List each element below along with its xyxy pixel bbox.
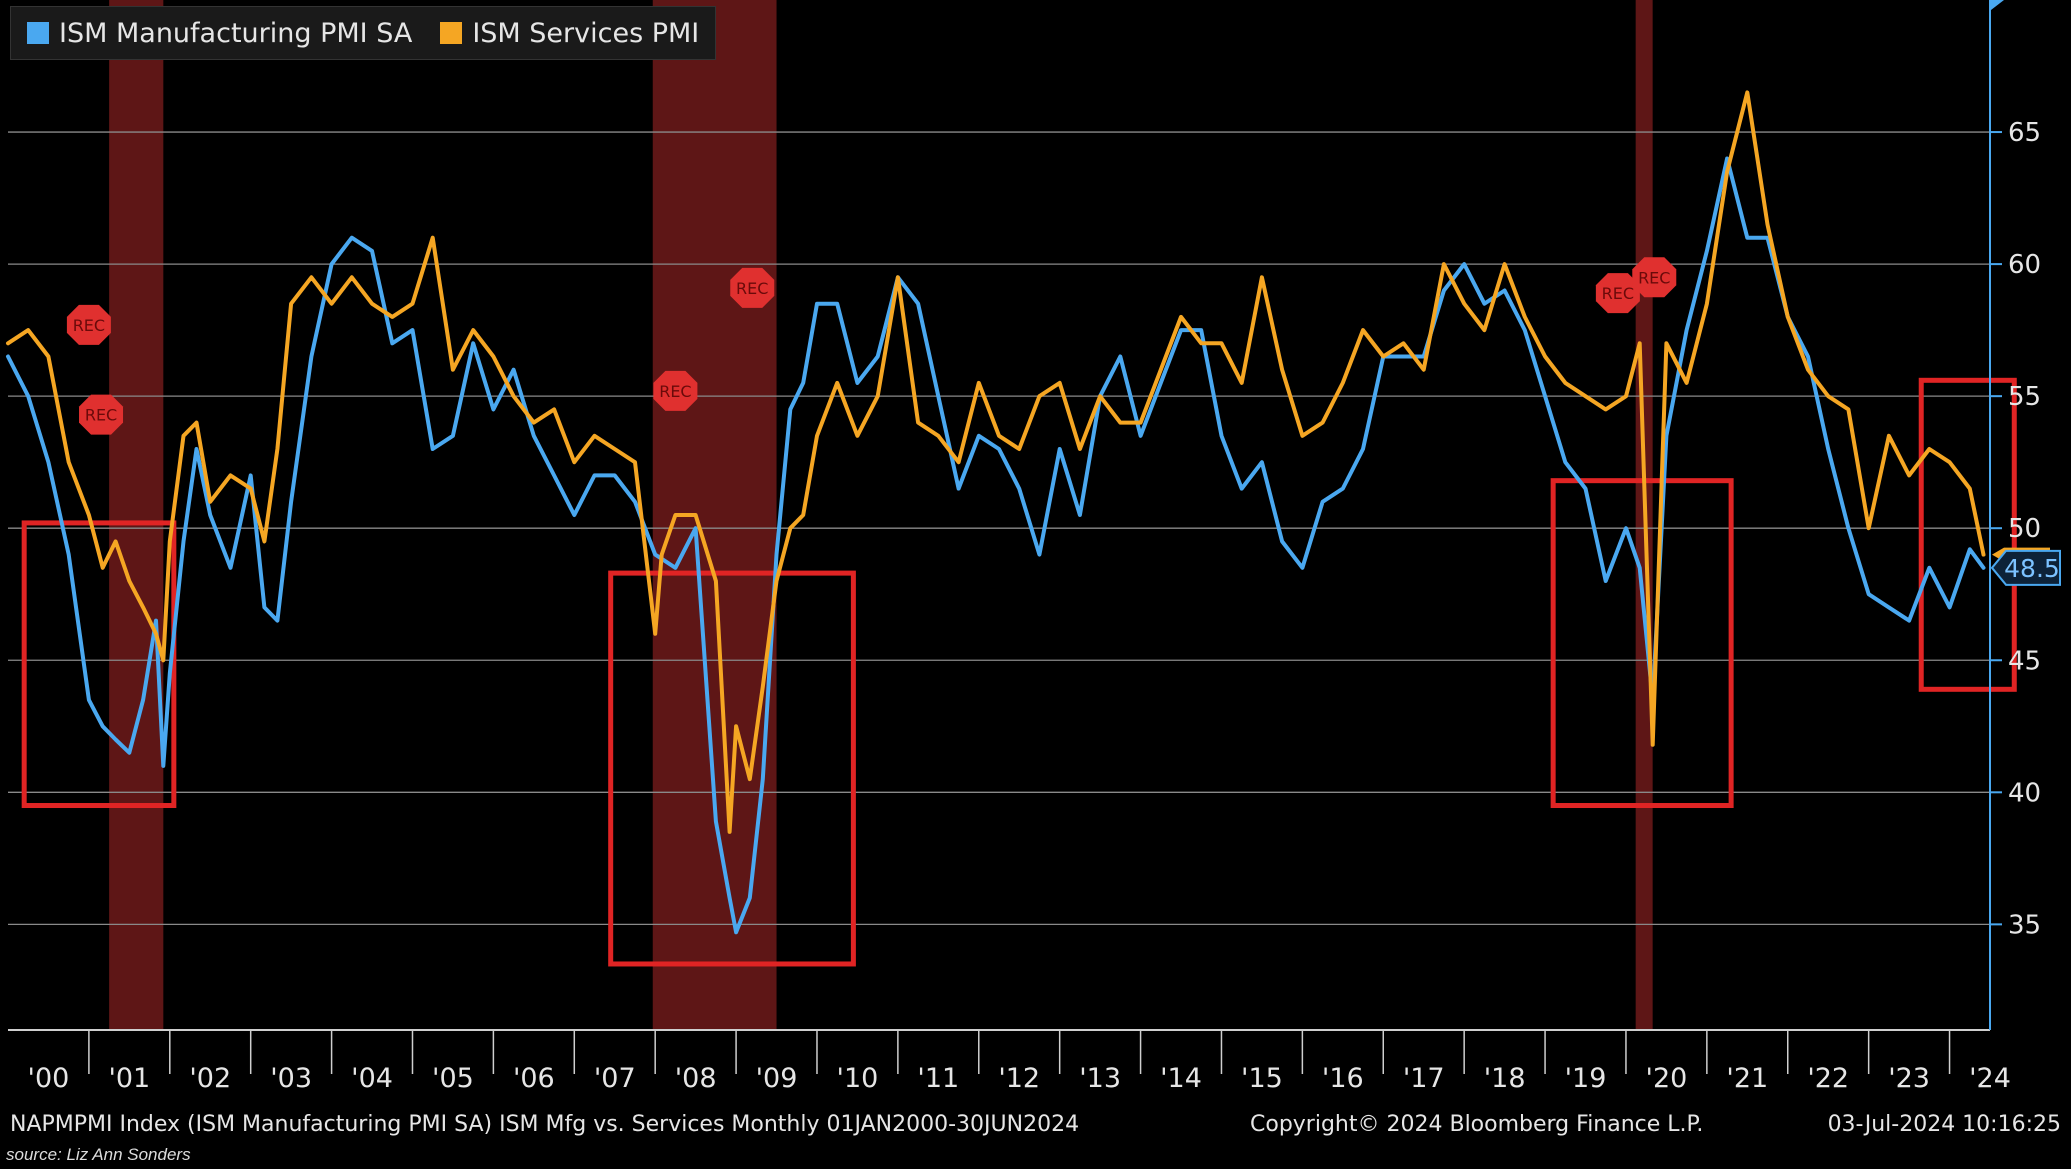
highlight-boxes	[21, 377, 2017, 967]
highlight-box	[608, 570, 856, 967]
x-tick-label: '03	[270, 1063, 312, 1094]
recession-bands	[109, 0, 1653, 1030]
rec-marker-shape	[1595, 273, 1640, 314]
series-line-services	[6, 90, 1986, 834]
rec-marker: REC	[66, 304, 111, 345]
x-tick-label: '04	[351, 1063, 393, 1094]
y-tick-label: 65	[2008, 118, 2041, 148]
rec-marker-label: REC	[1602, 284, 1634, 303]
x-tick-label: '00	[28, 1063, 70, 1094]
recession-band	[109, 0, 164, 1030]
chart-footer: NAPMPMI Index (ISM Manufacturing PMI SA)…	[10, 1112, 2061, 1144]
rec-marker-label: REC	[659, 382, 691, 401]
highlight-box	[1550, 478, 1734, 809]
footer-copyright: Copyright© 2024 Bloomberg Finance L.P.	[1250, 1112, 1704, 1137]
x-tick-label: '20	[1646, 1063, 1688, 1094]
last-value-marker-manufacturing	[1990, 549, 2061, 586]
x-tick-label: '13	[1079, 1063, 1121, 1094]
y-tick-label: 35	[2008, 910, 2041, 940]
recession-band	[652, 0, 777, 1030]
rec-marker-shape	[66, 304, 111, 345]
x-axis: '00 '01 '02 '03 '04 '05 '06 '07 '08 '09 '10 '11 '12 '…	[8, 1029, 2011, 1094]
y-axis-arrow	[1991, 0, 2004, 10]
x-tick-label: '10	[837, 1063, 879, 1094]
legend-item-services: ISM Services PMI	[440, 18, 699, 49]
y-tick-label: 45	[2008, 646, 2041, 676]
rec-marker: REC	[1595, 273, 1640, 314]
series-lines	[6, 90, 1986, 935]
x-tick-label: '05	[432, 1063, 474, 1094]
x-tick-label: '02	[189, 1063, 231, 1094]
footer-timestamp: 03-Jul-2024 10:16:25	[1827, 1112, 2061, 1137]
legend-label-services: ISM Services PMI	[472, 17, 700, 49]
y-tick-label: 60	[2008, 250, 2041, 280]
y-tick-label: 50	[2008, 514, 2041, 544]
rec-marker-shape	[1632, 257, 1677, 298]
source-note: source: Liz Ann Sonders	[6, 1145, 191, 1164]
rec-marker: REC	[653, 370, 698, 411]
x-tick-label: '06	[513, 1063, 555, 1094]
rec-marker-label: REC	[85, 406, 117, 425]
x-tick-label: '12	[998, 1063, 1040, 1094]
rec-marker: REC	[1632, 257, 1677, 298]
rec-marker: REC	[730, 267, 775, 308]
x-tick-label: '11	[917, 1063, 959, 1094]
highlight-box	[1918, 377, 2017, 692]
legend-label-manufacturing: ISM Manufacturing PMI SA	[59, 17, 413, 49]
footer-description: NAPMPMI Index (ISM Manufacturing PMI SA)…	[10, 1112, 1080, 1137]
x-tick-label: '17	[1403, 1063, 1445, 1094]
x-tick-label: '24	[1969, 1063, 2011, 1094]
x-tick-label: '07	[594, 1063, 636, 1094]
rec-marker-shape	[653, 370, 698, 411]
x-tick-label: '22	[1807, 1063, 1849, 1094]
x-tick-label: '08	[675, 1063, 717, 1094]
legend-item-manufacturing: ISM Manufacturing PMI SA	[27, 18, 412, 49]
highlight-box	[21, 520, 177, 809]
y-tick-label: 55	[2008, 382, 2041, 412]
chart-legend: ISM Manufacturing PMI SA ISM Services PM…	[10, 6, 717, 60]
x-tick-label: '09	[756, 1063, 798, 1094]
x-tick-label: '14	[1160, 1063, 1202, 1094]
rec-marker-shape	[730, 267, 775, 308]
last-value-label: 48.5	[2004, 554, 2060, 583]
legend-swatch-manufacturing	[27, 22, 49, 44]
x-tick-label: '19	[1565, 1063, 1607, 1094]
y-axis: 35 40 45 50 55 60 65 48.5	[1989, 0, 2061, 1030]
rec-marker: REC	[79, 394, 124, 435]
series-line-manufacturing	[6, 156, 1986, 935]
rec-marker-label: REC	[73, 316, 105, 335]
x-tick-label: '23	[1888, 1063, 1930, 1094]
rec-marker-label: REC	[1638, 268, 1670, 287]
x-tick-label: '18	[1484, 1063, 1526, 1094]
legend-swatch-services	[440, 22, 463, 44]
rec-marker-shape	[79, 394, 124, 435]
x-tick-label: '16	[1322, 1063, 1364, 1094]
rec-marker-label: REC	[736, 279, 768, 298]
y-tick-label: 40	[2008, 778, 2041, 808]
x-tick-label: '21	[1726, 1063, 1768, 1094]
x-tick-label: '15	[1241, 1063, 1283, 1094]
x-tick-label: '01	[108, 1063, 150, 1094]
